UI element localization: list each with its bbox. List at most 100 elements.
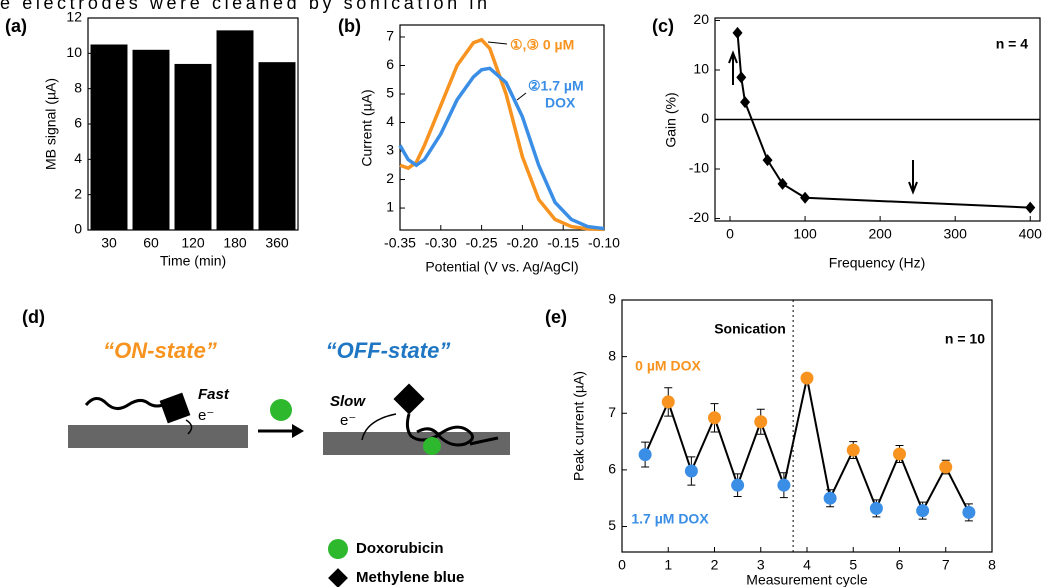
x-tick-label: 8 [988, 557, 996, 573]
y-axis-label: Current (µA) [359, 89, 375, 166]
y-tick-label: 6 [608, 461, 616, 477]
x-tick-label: 4 [803, 557, 811, 573]
methylene-blue [159, 392, 191, 424]
y-tick-label: 0 [74, 221, 82, 237]
data-point [762, 154, 773, 167]
bar [132, 49, 170, 230]
y-axis-label: MB signal (µA) [43, 78, 59, 170]
x-tick-label: 120 [181, 235, 205, 251]
x-axis-label: Frequency (Hz) [829, 255, 925, 271]
legend-doxorubicin: Doxorubicin [356, 540, 444, 557]
y-tick-label: 9 [608, 291, 616, 307]
methylene-blue [393, 383, 425, 415]
panel-label: (d) [22, 307, 45, 327]
y-tick-label: 12 [66, 9, 82, 25]
y-tick-label: 10 [693, 61, 709, 77]
annotation: DOX [545, 95, 576, 111]
x-tick-label: 5 [849, 557, 857, 573]
y-tick-label: 10 [66, 44, 82, 60]
electrode-surface [323, 432, 510, 455]
y-tick-label: 6 [386, 56, 394, 72]
electron-label: e⁻ [340, 412, 356, 429]
annotation: n = 10 [945, 331, 985, 347]
doxorubicin [270, 399, 292, 421]
annotation: ②1.7 µM [528, 78, 584, 94]
annotation: 0 µM DOX [635, 358, 701, 374]
data-point [800, 191, 811, 204]
y-tick-label: 20 [693, 11, 709, 27]
bar [90, 44, 128, 230]
x-tick-label: -0.25 [466, 235, 498, 251]
data-point [731, 478, 745, 492]
electron-arrow [361, 413, 397, 441]
binding-arrow-head [292, 424, 304, 438]
panel-label: (a) [5, 16, 27, 36]
x-tick-label: 200 [868, 226, 892, 242]
y-tick-label: 2 [74, 185, 82, 201]
x-tick-label: 360 [265, 235, 289, 251]
data-line [398, 66, 605, 231]
x-tick-label: -0.20 [506, 235, 538, 251]
legend-mb-icon [328, 568, 348, 587]
x-tick-label: 2 [711, 557, 719, 573]
pointer-arrow [516, 92, 527, 101]
pointer-arrow [487, 41, 508, 45]
annotation: 1.7 µM DOX [631, 511, 709, 527]
x-tick-label: -0.35 [384, 235, 416, 251]
y-tick-label: 6 [74, 115, 82, 131]
plot-frame [399, 24, 605, 231]
doxorubicin [423, 437, 441, 455]
y-axis-label: Gain (%) [663, 92, 679, 147]
data-point [846, 443, 860, 457]
data-point [962, 505, 976, 519]
bar [216, 30, 254, 230]
annotation: Sonication [714, 321, 786, 337]
panel-label: (c) [652, 16, 674, 36]
data-point [754, 415, 768, 429]
y-tick-label: 0 [701, 110, 709, 126]
data-point [684, 464, 698, 478]
y-tick-label: 1 [386, 199, 394, 215]
electrode-surface [68, 425, 248, 448]
trend-arrow [908, 160, 918, 195]
y-tick-label: 4 [386, 113, 394, 129]
data-line [644, 377, 970, 514]
x-tick-label: 7 [942, 557, 950, 573]
x-tick-label: -0.30 [425, 235, 457, 251]
electron-arrow [185, 419, 193, 435]
data-point [777, 177, 788, 190]
x-tick-label: 1 [664, 557, 672, 573]
fast-label: Fast [198, 386, 230, 403]
x-tick-label: 400 [1019, 226, 1043, 242]
data-point [823, 491, 837, 505]
dna-strand [405, 413, 499, 447]
y-axis-label: Peak current (µA) [571, 371, 587, 481]
data-point [732, 26, 743, 39]
slow-label: Slow [330, 393, 366, 410]
data-line [399, 37, 605, 232]
x-axis-label: Potential (V vs. Ag/AgCl) [425, 259, 578, 275]
y-tick-label: 5 [608, 517, 616, 533]
annotation: ①,③ 0 µM [510, 37, 574, 53]
x-tick-label: 6 [896, 557, 904, 573]
y-tick-label: 8 [74, 79, 82, 95]
legend-mb: Methylene blue [356, 569, 464, 586]
legend-doxorubicin-icon [328, 539, 348, 559]
y-tick-label: 7 [386, 28, 394, 44]
bar [258, 62, 296, 230]
panel-label: (b) [338, 16, 361, 36]
data-point [1025, 201, 1036, 214]
x-tick-label: -0.10 [588, 235, 620, 251]
x-tick-label: 0 [726, 226, 734, 242]
data-point [736, 71, 747, 84]
y-tick-label: 5 [386, 85, 394, 101]
on-state-title: “ON-state” [103, 338, 217, 363]
x-axis-label: Measurement cycle [746, 572, 868, 587]
x-tick-label: 0 [618, 557, 626, 573]
annotation: n = 4 [996, 36, 1029, 52]
y-tick-label: 4 [74, 150, 82, 166]
data-point [638, 448, 652, 462]
panel-label: (e) [545, 307, 567, 327]
trend-arrow [728, 50, 738, 85]
x-tick-label: 300 [944, 226, 968, 242]
